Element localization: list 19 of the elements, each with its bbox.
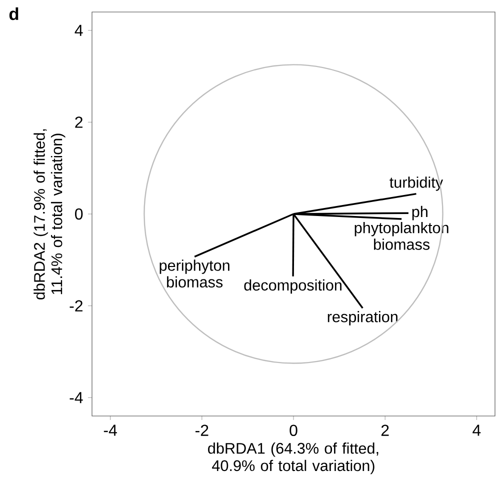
series-label: ph <box>412 206 428 220</box>
series-label: decomposition <box>244 279 342 294</box>
x-tick-label: 0 <box>290 424 298 436</box>
series-label: periphyton biomass <box>160 260 230 288</box>
y-tick-label: 2 <box>75 116 82 128</box>
series-label: turbidity <box>390 176 444 191</box>
y-tick-label: 0 <box>75 208 83 220</box>
series-label: respiration <box>328 311 398 326</box>
x-tick-label: -2 <box>196 424 208 436</box>
text: d <box>9 7 18 20</box>
x-tick-label: 2 <box>381 424 389 436</box>
y-tick-label: -2 <box>70 300 82 312</box>
x-tick-label: -4 <box>104 424 117 436</box>
y-tick-label: -4 <box>70 392 83 404</box>
y-axis-title: dbRDA2 (17.9% of fitted, 11.4% of total variation) <box>34 129 66 300</box>
y-tick-label: 4 <box>74 24 83 36</box>
x-tick-label: 4 <box>472 424 481 436</box>
series-label: phytoplankton biomass <box>354 222 448 250</box>
x-axis-title: dbRDA1 (64.3% of fitted, 40.9% of total variation) <box>208 442 378 474</box>
